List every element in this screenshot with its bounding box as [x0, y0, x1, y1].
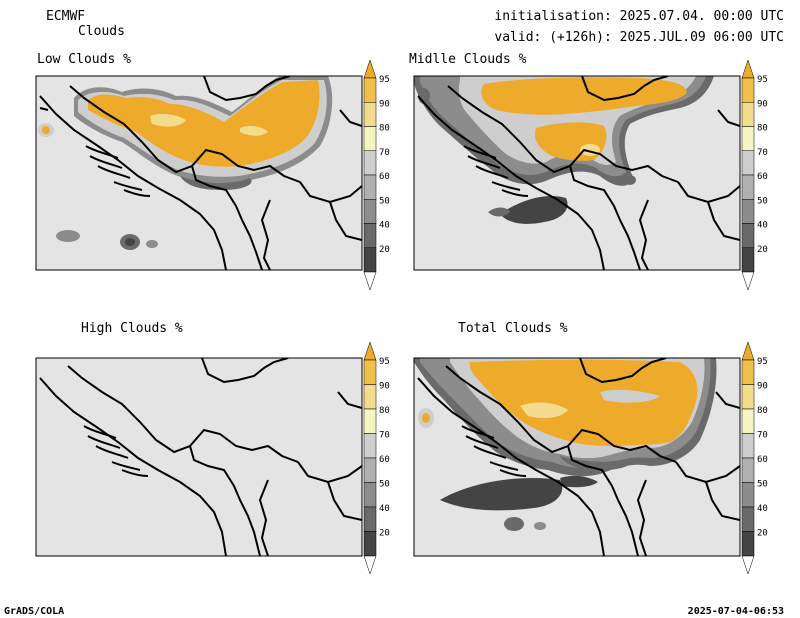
scale-cell [741, 199, 755, 224]
scale-cell [363, 408, 377, 434]
scale-tick-label: 60 [757, 455, 768, 465]
color-scale-high: 95 90 80 70 60 50 40 20 [363, 341, 390, 575]
panel-title-high: High Clouds % [81, 321, 183, 336]
scale-tick-label: 50 [757, 196, 768, 206]
scale-tick-label: 50 [379, 480, 390, 490]
country-borders-low [39, 76, 362, 270]
scale-cell [741, 408, 755, 434]
scale-cell [741, 384, 755, 410]
scale-tick-label: 80 [757, 124, 768, 134]
map-panel-low [35, 75, 363, 271]
scale-cell [363, 457, 377, 483]
scale-tick-label: 50 [379, 196, 390, 206]
scale-cell [741, 433, 755, 459]
scale-cell [363, 482, 377, 508]
scale-tick-label: 60 [379, 455, 390, 465]
scale-tick-label: 90 [379, 99, 390, 109]
scale-cell [741, 126, 755, 151]
scale-cell [741, 457, 755, 483]
scale-cell [741, 247, 755, 273]
color-scale-low: 95 90 80 70 60 50 40 20 [363, 59, 390, 291]
scale-cell [363, 433, 377, 459]
scale-cell [741, 174, 755, 200]
scale-cell [363, 531, 377, 557]
scale-tick-label: 20 [757, 529, 768, 539]
scale-tick-label: 40 [757, 504, 768, 514]
scale-tick-label: 90 [757, 99, 768, 109]
country-borders-mid [417, 76, 740, 270]
scale-cell [741, 102, 755, 127]
scale-tick-label: 80 [757, 406, 768, 416]
scale-cell [363, 126, 377, 151]
map-panel-high [35, 357, 363, 557]
scale-tick-label: 70 [757, 148, 768, 158]
scale-tick-label: 50 [757, 480, 768, 490]
scale-cell [363, 247, 377, 273]
panel-title-total: Total Clouds % [458, 321, 568, 336]
scale-cap-bottom [363, 555, 377, 575]
scale-cell [363, 384, 377, 410]
scale-tick-label: 20 [379, 529, 390, 539]
scale-tick-label: 80 [379, 124, 390, 134]
scale-tick-label: 60 [757, 172, 768, 182]
footer-credit: GrADS/COLA [4, 606, 64, 617]
scale-cell [363, 506, 377, 532]
panel-title-low: Low Clouds % [37, 52, 131, 67]
scale-tick-label: 40 [757, 221, 768, 231]
scale-cell [363, 150, 377, 176]
country-borders-high [39, 358, 362, 556]
color-scale-mid: 95 90 80 70 60 50 40 20 [741, 59, 768, 291]
scale-cell [741, 77, 755, 103]
scale-cap-bottom [741, 271, 755, 291]
scale-cell [741, 223, 755, 248]
scale-cell [741, 531, 755, 557]
scale-cell [741, 359, 755, 385]
scale-tick-label: 60 [379, 172, 390, 182]
cloud-field-total [414, 358, 717, 531]
country-borders-total [417, 358, 740, 556]
footer-timestamp: 2025-07-04-06:53 [688, 606, 784, 617]
scale-tick-label: 95 [757, 357, 768, 367]
scale-tick-label: 70 [757, 431, 768, 441]
scale-tick-label: 20 [379, 245, 390, 255]
scale-cap-top [363, 341, 377, 361]
map-panel-total [413, 357, 741, 557]
scale-tick-label: 20 [757, 245, 768, 255]
scale-cell [741, 482, 755, 508]
scale-tick-label: 70 [379, 148, 390, 158]
valid-time: valid: (+126h): 2025.JUL.09 06:00 UTC [494, 30, 784, 45]
scale-cell [363, 102, 377, 127]
scale-cell [741, 506, 755, 532]
scale-tick-label: 80 [379, 406, 390, 416]
color-scale-total: 95 90 80 70 60 50 40 20 [741, 341, 768, 575]
scale-cell [363, 174, 377, 200]
scale-tick-label: 95 [379, 75, 390, 85]
scale-tick-label: 95 [757, 75, 768, 85]
scale-cell [741, 150, 755, 176]
map-panel-mid [413, 75, 741, 271]
scale-tick-label: 95 [379, 357, 390, 367]
scale-cap-top [741, 59, 755, 79]
scale-cell [363, 199, 377, 224]
scale-tick-label: 40 [379, 504, 390, 514]
scale-cap-top [741, 341, 755, 361]
scale-tick-label: 70 [379, 431, 390, 441]
init-time: initialisation: 2025.07.04. 00:00 UTC [494, 9, 784, 24]
scale-tick-label: 40 [379, 221, 390, 231]
scale-cell [363, 77, 377, 103]
scale-cap-bottom [741, 555, 755, 575]
product-label: Clouds [78, 24, 125, 39]
scale-cell [363, 359, 377, 385]
panel-title-mid: Midlle Clouds % [409, 52, 527, 67]
cloud-field-low [38, 76, 333, 250]
model-label: ECMWF [46, 9, 85, 24]
scale-tick-label: 90 [757, 382, 768, 392]
scale-tick-label: 90 [379, 382, 390, 392]
scale-cap-top [363, 59, 377, 79]
scale-cap-bottom [363, 271, 377, 291]
scale-cell [363, 223, 377, 248]
cloud-field-mid [414, 76, 714, 224]
